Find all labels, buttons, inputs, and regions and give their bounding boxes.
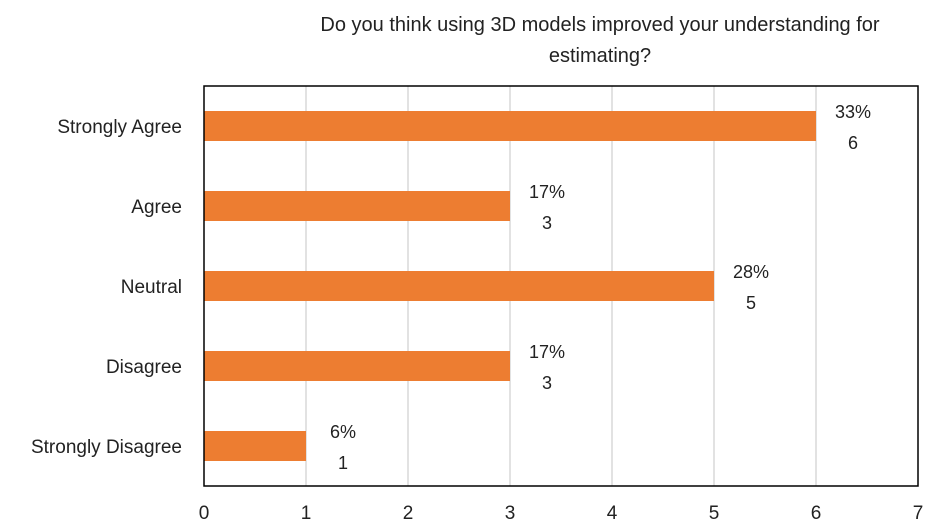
data-label-value: 6 (848, 133, 858, 153)
x-tick-labels: 0 1 2 3 4 5 6 7 (199, 503, 924, 522)
x-tick-label: 7 (913, 503, 924, 522)
bars (204, 111, 816, 461)
x-tick-label: 1 (301, 503, 312, 522)
category-label: Strongly Disagree (31, 437, 182, 458)
bar (204, 111, 816, 141)
bar (204, 351, 510, 381)
bar (204, 431, 306, 461)
data-label-percent: 33% (835, 102, 871, 122)
plot-frame (203, 85, 919, 487)
category-label: Neutral (121, 277, 182, 298)
x-tick-label: 3 (505, 503, 516, 522)
data-label-percent: 17% (529, 342, 565, 362)
x-tick-label: 5 (709, 503, 720, 522)
chart-title-line-1: Do you think using 3D models improved yo… (320, 14, 880, 36)
x-tick-label: 0 (199, 503, 210, 522)
category-label: Agree (131, 197, 182, 218)
chart-title-line-2: estimating? (549, 45, 651, 67)
data-labels: 33% 6 17% 3 28% 5 17% 3 6% 1 (330, 102, 871, 473)
data-label-percent: 6% (330, 422, 356, 442)
category-labels: Strongly Agree Agree Neutral Disagree Strong… (31, 117, 182, 458)
bar (204, 271, 714, 301)
data-label-percent: 17% (529, 182, 565, 202)
category-label: Strongly Agree (57, 117, 182, 138)
x-tick-label: 2 (403, 503, 414, 522)
data-label-value: 5 (746, 293, 756, 313)
category-label: Disagree (106, 357, 182, 378)
data-label-value: 3 (542, 373, 552, 393)
x-tick-label: 4 (607, 503, 618, 522)
bar (204, 191, 510, 221)
data-label-value: 3 (542, 213, 552, 233)
x-tick-label: 6 (811, 503, 822, 522)
data-label-percent: 28% (733, 262, 769, 282)
data-label-value: 1 (338, 453, 348, 473)
